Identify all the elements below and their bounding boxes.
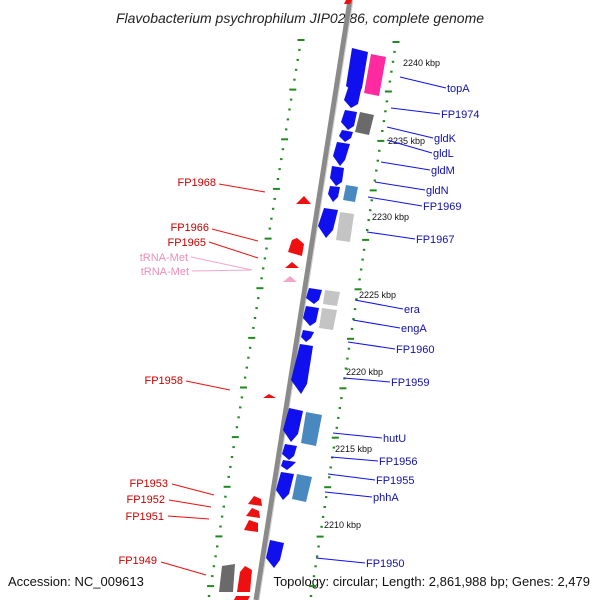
scale-label: 2220 kbp	[346, 367, 383, 377]
gene-shape-FP1959	[291, 344, 313, 394]
gene-label-FP1960: FP1960	[396, 344, 435, 356]
gene-label-engA: engA	[401, 323, 427, 335]
gene-label-era: era	[404, 304, 421, 316]
gene-label-tRNA-Met-2: tRNA-Met	[141, 266, 189, 278]
reverse-gene-partial-bottom	[234, 596, 250, 600]
gene-shape-phhA	[276, 472, 294, 500]
gene-shape-FP1949	[237, 566, 252, 592]
scale-label: 2210 kbp	[324, 520, 361, 530]
gene-shape-FP1966	[288, 238, 304, 256]
reverse-strand-ticks	[207, 39, 305, 597]
gene-shape-FP1950	[266, 540, 284, 568]
gene-label-FP1966: FP1966	[170, 222, 209, 234]
gene-label-gldL: gldL	[433, 148, 454, 160]
gene-shape-FP1951	[244, 520, 258, 532]
gene-shape-FP1956	[282, 444, 297, 460]
gene-shape-FP1967	[318, 208, 338, 238]
genome-backbone	[253, 0, 354, 600]
feature-steel-block-3	[292, 474, 312, 502]
gene-shape-gldM	[333, 142, 350, 166]
gene-label-phhA: phhA	[373, 492, 399, 504]
accession-label: Accession: NC_009613	[8, 574, 144, 589]
feature-grey-light-block-3	[319, 308, 337, 330]
gene-label-FP1950: FP1950	[366, 558, 405, 570]
feature-pink-block	[364, 54, 386, 96]
scale-label: 2230 kbp	[372, 212, 409, 222]
gene-features	[219, 0, 386, 600]
figure-title: Flavobacterium psychrophilum JIP02/86, c…	[116, 10, 484, 26]
gene-shape-gldN	[330, 166, 344, 186]
gene-label-gldK: gldK	[434, 133, 457, 145]
gene-label-FP1974: FP1974	[441, 109, 480, 121]
gene-label-FP1958: FP1958	[144, 375, 183, 387]
gene-shape-FP1953	[248, 496, 262, 506]
gene-label-FP1951: FP1951	[125, 511, 164, 523]
gene-label-FP1968: FP1968	[177, 177, 216, 189]
gene-shape-gldK	[341, 110, 357, 130]
gene-shape-FP1955	[281, 460, 296, 470]
gene-label-FP1955: FP1955	[376, 475, 415, 487]
gene-label-FP1969: FP1969	[423, 201, 462, 213]
feature-grey-light-block-2	[323, 290, 340, 306]
topology-label: Topology: circular; Length: 2,861,988 bp…	[273, 574, 590, 589]
gene-shape-hutU	[283, 408, 303, 442]
feature-grey-dark-block-2	[219, 564, 235, 592]
gene-shape-FP1952	[246, 508, 260, 518]
gene-shape-FP1965	[285, 262, 299, 268]
feature-grey-dark-block	[355, 112, 374, 135]
gene-label-FP1967: FP1967	[416, 234, 455, 246]
feature-steel-block	[343, 185, 358, 202]
feature-grey-light-block-1	[336, 212, 354, 242]
reverse-gene-partial-top	[344, 0, 352, 4]
gene-shape-FP1974	[344, 88, 361, 108]
gene-shape-FP1958	[263, 394, 276, 398]
forward-strand-ticks	[309, 41, 400, 597]
gene-label-gldM: gldM	[431, 165, 455, 177]
gene-label-tRNA-Met-1: tRNA-Met	[140, 252, 188, 264]
gene-label-FP1956: FP1956	[379, 456, 418, 468]
gene-label-hutU: hutU	[383, 433, 406, 445]
gene-shape-era	[306, 288, 322, 304]
gene-label-FP1953: FP1953	[129, 478, 168, 490]
gene-shape-topA	[346, 48, 368, 96]
gene-label-topA: topA	[447, 83, 470, 95]
scale-labels: 2240 kbp 2235 kbp 2230 kbp 2225 kbp 2220…	[324, 58, 440, 530]
gene-shape-FP1969	[328, 186, 340, 202]
gene-label-FP1949: FP1949	[118, 555, 157, 567]
scale-label: 2225 kbp	[359, 290, 396, 300]
gene-shape-FP1968	[296, 196, 311, 204]
label-leader-lines	[160, 76, 447, 576]
scale-label: 2240 kbp	[403, 58, 440, 68]
gene-label-FP1959: FP1959	[391, 377, 430, 389]
gene-shape-gldL	[339, 130, 353, 142]
scale-label: 2235 kbp	[388, 136, 425, 146]
gene-label-FP1965: FP1965	[167, 237, 206, 249]
reverse-gene-labels: FP1968 FP1966 FP1965 tRNA-Met tRNA-Met F…	[118, 177, 216, 567]
gene-label-FP1952: FP1952	[126, 494, 165, 506]
feature-steel-block-2	[301, 412, 322, 446]
gene-shape-tRNA-Met	[283, 276, 297, 282]
gene-shape-engA	[303, 306, 319, 326]
scale-label: 2215 kbp	[335, 444, 372, 454]
gene-label-gldN: gldN	[426, 185, 449, 197]
gene-shape-FP1960	[301, 330, 314, 342]
forward-gene-labels: topA FP1974 gldK gldL gldM gldN FP1969 F…	[366, 83, 480, 570]
